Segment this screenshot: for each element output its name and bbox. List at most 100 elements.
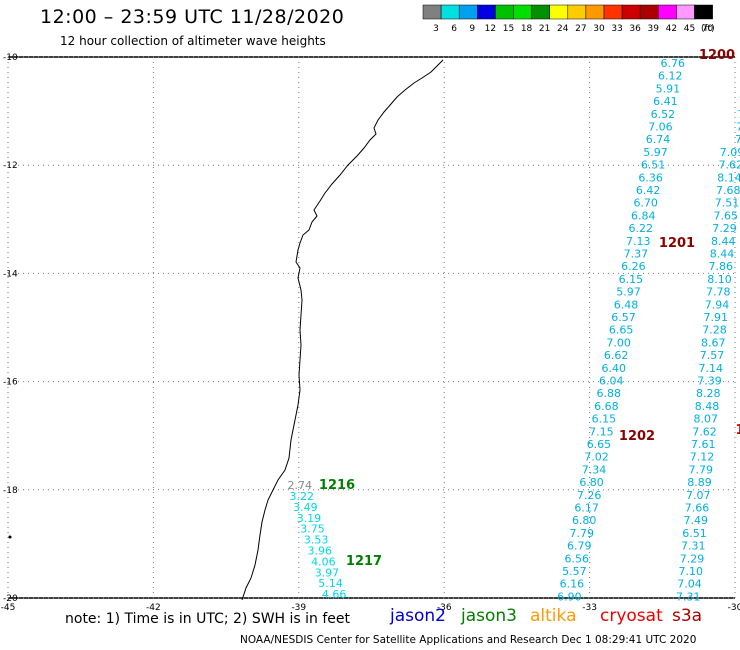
page-subtitle: 12 hour collection of altimeter wave hei…	[60, 34, 326, 48]
wave-height-label: 6.88	[597, 387, 622, 400]
coastline	[241, 59, 444, 601]
color-legend: 3 6 9 12 15 18 21 24 27 30 33 36 39 42 45 70(ft)	[422, 4, 715, 34]
legend-label: 6	[451, 24, 457, 34]
wave-height-label: 7.66	[685, 502, 710, 515]
wave-height-label: 7.86	[709, 260, 734, 273]
wave-height-label: 7.34	[582, 463, 607, 476]
wave-height-label: 7.00	[606, 336, 631, 349]
wave-height-label: 6.51	[682, 527, 707, 540]
wave-height-label: 3.53	[304, 534, 329, 547]
legend-label: 18	[521, 24, 533, 34]
legend-label: 39	[648, 24, 660, 34]
wave-height-label: 6.12	[658, 70, 683, 83]
wave-height-label: 7.	[738, 108, 740, 121]
wave-height-label: 6.70	[633, 197, 658, 210]
wave-height-label: 7.26	[577, 489, 602, 502]
wave-height-label: 6.15	[619, 273, 644, 286]
wave-height-label: 6.42	[636, 184, 661, 197]
wave-height-label: 6.48	[614, 298, 639, 311]
wave-height-label: 7.09	[720, 146, 740, 159]
time-label: 1216	[319, 478, 355, 493]
wave-height-label: 6.22	[629, 222, 654, 235]
legend-swatch	[694, 4, 713, 20]
wave-height-label: 7.31	[681, 540, 706, 553]
wave-height-label: 8.10	[707, 273, 732, 286]
wave-height-label: 7.13	[626, 235, 651, 248]
wave-height-label: 7.	[736, 121, 740, 134]
wave-height-label: 7.57	[700, 349, 725, 362]
wave-height-label: 6.80	[579, 476, 604, 489]
wave-height-label: 7.49	[684, 514, 709, 527]
lon-label: -30	[728, 603, 740, 610]
legend-label: 36	[629, 24, 641, 34]
legend-label: 3	[433, 24, 439, 34]
wave-height-label: 4.06	[311, 555, 336, 568]
lon-label: -33	[582, 603, 597, 610]
wave-height-label: 7.14	[699, 362, 724, 375]
wave-height-label: 8.28	[696, 387, 721, 400]
wave-height-label: 6.17	[574, 502, 599, 515]
legend-label: 24	[557, 24, 569, 34]
legend-label: 21	[539, 24, 550, 34]
wave-height-label: 7.37	[624, 248, 649, 261]
wave-height-label: 3.49	[293, 501, 318, 514]
satellite-jason2: jason2	[390, 606, 446, 626]
lat-label: -16	[3, 378, 18, 388]
wave-height-label: 7.12	[690, 451, 715, 464]
lat-label: -18	[3, 486, 18, 496]
wave-height-label: 6.65	[609, 324, 634, 337]
wave-height-label: 6.40	[601, 362, 626, 375]
time-label: 1217	[346, 554, 382, 569]
legend-label: 27	[575, 24, 586, 34]
wave-height-label: 6.79	[567, 540, 592, 553]
wave-height-label: 6.56	[565, 552, 590, 565]
wave-height-label: 7.62	[692, 425, 717, 438]
wave-height-label: 7.28	[702, 324, 727, 337]
satellite-cryosat: cryosat	[600, 606, 663, 626]
wave-height-label: 8.48	[695, 400, 720, 413]
lon-label: -36	[437, 603, 452, 610]
wave-height-label: 5.14	[318, 577, 343, 590]
wave-height-label: 7.65	[714, 209, 739, 222]
wave-height-label: 8.14	[717, 171, 740, 184]
time-label: 1	[735, 423, 740, 438]
wave-height-label: 7.06	[648, 121, 673, 134]
wave-height-label: 3.75	[300, 523, 325, 536]
wave-height-label: 7.68	[716, 184, 740, 197]
wave-height-label: 6.16	[560, 578, 585, 591]
wave-height-label: 8.07	[694, 413, 719, 426]
wave-height-label: 6.80	[572, 514, 597, 527]
wave-height-label: 7.62	[719, 159, 740, 172]
page-title: 12:00 – 23:59 UTC 11/28/2020	[40, 6, 345, 28]
satellite-jason3: jason3	[461, 606, 517, 626]
wave-height-label: 6.15	[592, 413, 617, 426]
wave-height-label: 7.94	[705, 298, 730, 311]
legend-unit: (ft)	[701, 24, 715, 34]
wave-height-label: 5.57	[562, 565, 587, 578]
lon-label: -42	[146, 603, 161, 610]
wave-height-label: 7.04	[677, 578, 702, 591]
lat-label: -14	[3, 269, 18, 279]
wave-height-label: 6.65	[587, 438, 612, 451]
time-label: 1201	[659, 236, 695, 251]
legend-label: 70	[702, 24, 714, 34]
wave-height-label: 7.10	[679, 565, 704, 578]
legend-label: 9	[469, 24, 475, 34]
legend-label: 45	[684, 24, 695, 34]
wave-height-label: 5.97	[616, 286, 641, 299]
wave-height-label: 3.96	[308, 545, 333, 558]
wave-height-label: 6.26	[621, 260, 646, 273]
wave-height-label: 6.41	[653, 95, 678, 108]
footnote: note: 1) Time is in UTC; 2) SWH is in fe…	[65, 611, 351, 627]
wave-height-label: 7.51	[715, 197, 740, 210]
wave-height-label: 7.61	[691, 438, 716, 451]
wave-height-label: 6.68	[594, 400, 619, 413]
legend-label: 15	[503, 24, 514, 34]
time-label: 1202	[619, 429, 655, 444]
wave-height-label: 7.31	[676, 590, 701, 603]
wave-height-label: 2.74	[288, 479, 313, 492]
wave-height-label: 6.84	[631, 209, 656, 222]
lon-label: -45	[1, 603, 16, 610]
legend-label: 42	[666, 24, 677, 34]
wave-height-label: 8.67	[701, 336, 726, 349]
